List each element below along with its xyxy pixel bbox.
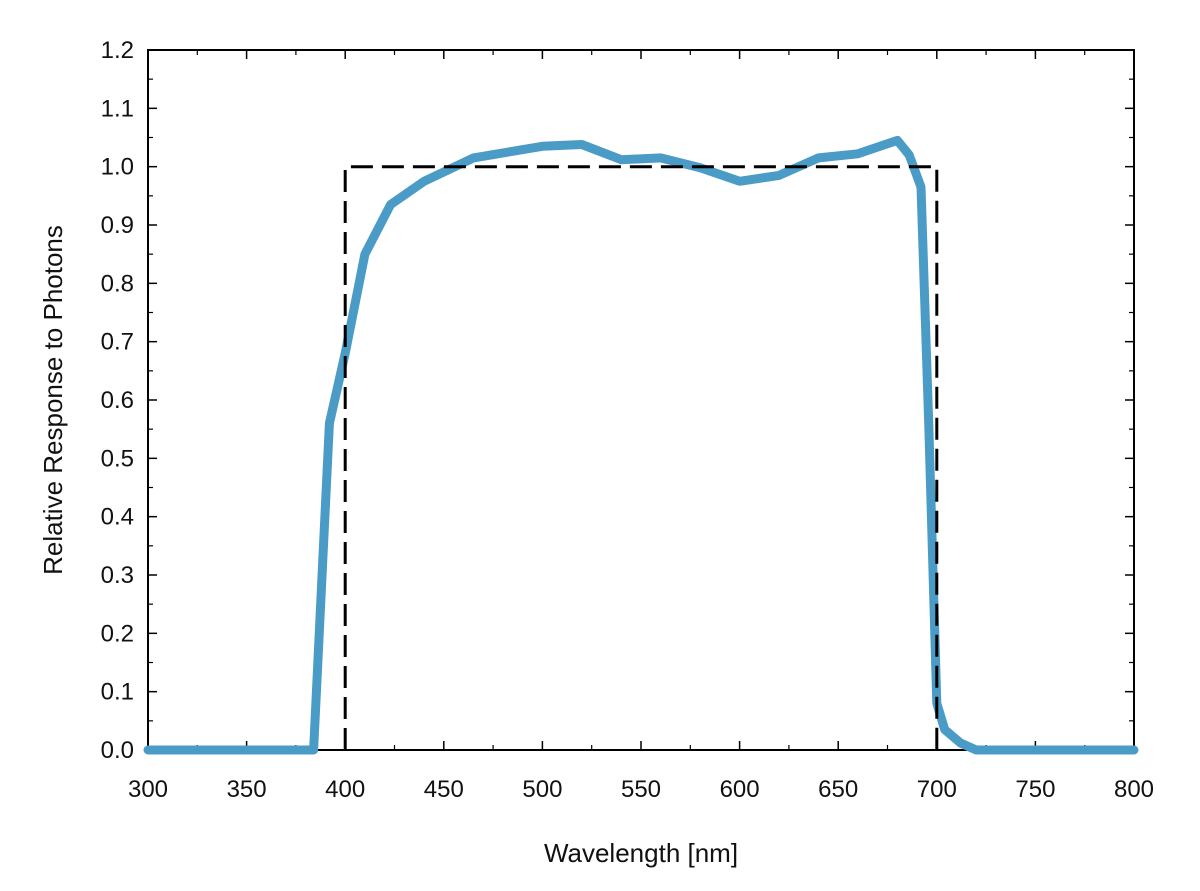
y-tick-label: 0.5 bbox=[101, 445, 134, 472]
x-tick-label: 300 bbox=[128, 776, 168, 803]
y-tick-label: 0.7 bbox=[101, 329, 134, 356]
y-tick-label: 1.0 bbox=[101, 154, 134, 181]
x-tick-label: 800 bbox=[1114, 776, 1154, 803]
x-tick-label: 700 bbox=[917, 776, 957, 803]
series-line-measured-response bbox=[143, 135, 1139, 755]
series-layer bbox=[143, 135, 1139, 755]
y-tick-label: 0.4 bbox=[101, 504, 134, 531]
y-tick-label: 0.9 bbox=[101, 212, 134, 239]
y-tick-label: 1.2 bbox=[101, 37, 134, 64]
x-axis-ticks: 300 350 400 450 500 550 600 650 700 750 800 bbox=[128, 50, 1154, 803]
y-axis-title: Relative Response to Photons bbox=[38, 225, 68, 575]
y-tick-label: 0.0 bbox=[101, 737, 134, 764]
x-tick-label: 500 bbox=[522, 776, 562, 803]
x-axis-title: Wavelength [nm] bbox=[544, 838, 738, 868]
y-tick-label: 0.8 bbox=[101, 270, 134, 297]
x-tick-label: 600 bbox=[720, 776, 760, 803]
y-tick-label: 1.1 bbox=[101, 95, 134, 122]
x-tick-label: 350 bbox=[227, 776, 267, 803]
x-tick-label: 550 bbox=[621, 776, 661, 803]
y-tick-label: 0.2 bbox=[101, 620, 134, 647]
y-tick-label: 0.1 bbox=[101, 679, 134, 706]
x-tick-label: 400 bbox=[325, 776, 365, 803]
y-tick-label: 0.3 bbox=[101, 562, 134, 589]
x-tick-label: 450 bbox=[424, 776, 464, 803]
x-tick-label: 750 bbox=[1015, 776, 1055, 803]
y-tick-label: 0.6 bbox=[101, 387, 134, 414]
series-line-ideal-response bbox=[343, 165, 939, 750]
y-axis-ticks: 0.0 0.1 0.2 0.3 0.4 0.5 0.6 0.7 0.8 0.9 1.0 1.1 1.2 bbox=[101, 37, 1134, 764]
x-tick-label: 650 bbox=[818, 776, 858, 803]
